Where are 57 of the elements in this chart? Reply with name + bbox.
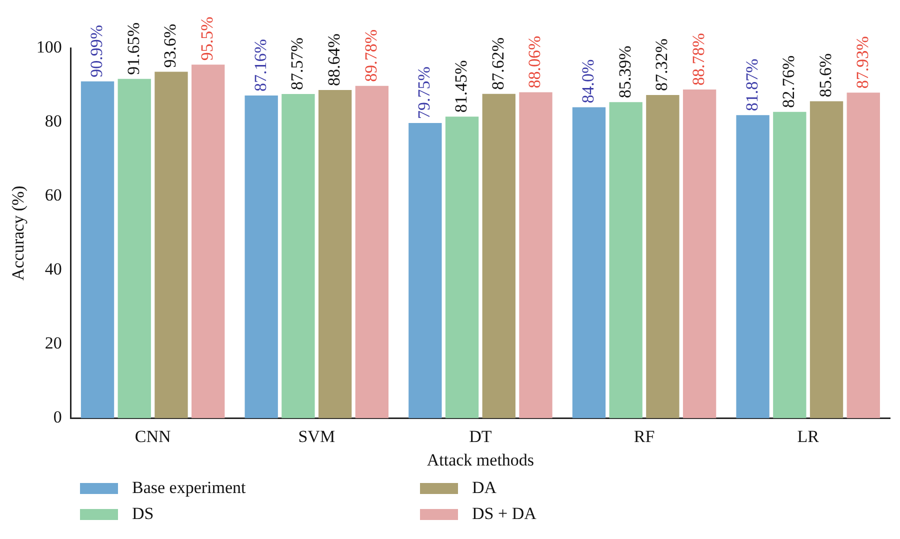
- bar: [118, 78, 151, 418]
- x-tick-label: CNN: [134, 426, 171, 446]
- y-tick-label: 40: [44, 260, 62, 279]
- bar: [482, 94, 516, 418]
- text: 84.0%: [578, 59, 598, 104]
- bar: [192, 64, 225, 418]
- bar: [519, 92, 552, 418]
- bar: [408, 122, 442, 418]
- legend-label: DA: [471, 478, 498, 498]
- bar: [244, 96, 278, 418]
- y-tick-label: 80: [44, 112, 62, 131]
- y-tick-label: 0: [53, 408, 62, 427]
- text: 95.5%: [198, 16, 217, 61]
- x-tick-label: RF: [634, 426, 655, 446]
- text: 81.45%: [451, 60, 470, 113]
- legend-label: DS + DA: [471, 504, 538, 524]
- bar: [80, 81, 114, 418]
- bar: [736, 115, 770, 418]
- y-tick-label: 100: [36, 37, 62, 56]
- x-axis-title: Attack methods: [426, 450, 534, 470]
- text: 91.65%: [124, 22, 143, 75]
- bar: [609, 102, 642, 418]
- bar: [646, 94, 680, 418]
- text: 87.93%: [852, 36, 872, 89]
- text: 85.39%: [615, 46, 634, 98]
- bar: [682, 90, 716, 418]
- x-tick-label: SVM: [298, 426, 336, 446]
- text: 88.06%: [525, 36, 544, 88]
- text: 85.6%: [816, 53, 835, 98]
- bar: [318, 90, 352, 418]
- bar: [846, 92, 880, 418]
- legend-label: Base experiment: [131, 478, 247, 498]
- text: 87.32%: [652, 38, 672, 91]
- bar: [282, 94, 315, 418]
- text: 90.99%: [86, 24, 106, 78]
- text: 81.87%: [742, 58, 762, 112]
- text: 89.78%: [361, 29, 380, 82]
- y-tick-label: 20: [44, 334, 62, 353]
- text: 87.57%: [288, 38, 307, 90]
- legend-label: DS: [131, 504, 155, 524]
- text: 79.75%: [414, 66, 434, 119]
- text: 87.16%: [250, 39, 270, 92]
- text: 93.6%: [160, 24, 180, 68]
- text: 88.78%: [689, 33, 708, 86]
- bar: [773, 112, 806, 418]
- bar: [154, 72, 188, 418]
- bar: [355, 86, 389, 418]
- bar: [810, 101, 844, 418]
- y-axis-title: Accuracy (%): [8, 186, 28, 281]
- bar: [572, 107, 606, 418]
- bar: [445, 116, 479, 418]
- text: 82.76%: [779, 55, 798, 108]
- x-tick-label: LR: [797, 426, 820, 446]
- text: 88.64%: [324, 34, 344, 86]
- y-tick-label: 60: [44, 186, 62, 205]
- text: 87.62%: [488, 37, 508, 90]
- x-tick-label: DT: [469, 426, 492, 446]
